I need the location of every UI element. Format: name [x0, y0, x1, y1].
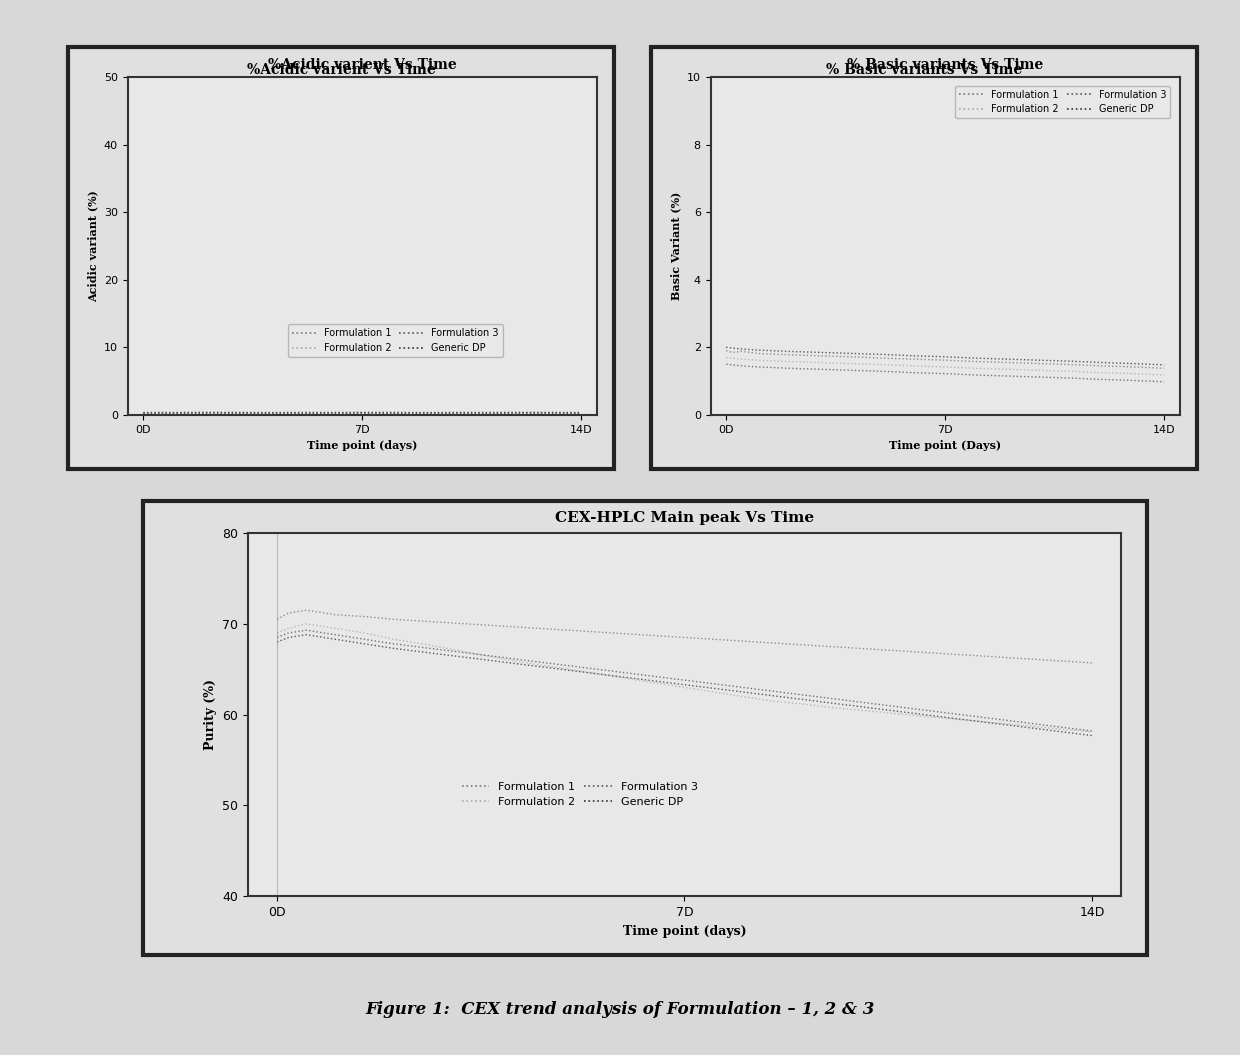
Y-axis label: Basic Variant (%): Basic Variant (%) — [671, 192, 681, 301]
Legend: Formulation 1, Formulation 2, Formulation 3, Generic DP: Formulation 1, Formulation 2, Formulatio… — [955, 85, 1171, 118]
Title: %Acidic varient Vs Time: %Acidic varient Vs Time — [268, 58, 456, 72]
X-axis label: Time point (days): Time point (days) — [622, 924, 746, 938]
Text: Figure 1:  CEX trend analysis of Formulation – 1, 2 & 3: Figure 1: CEX trend analysis of Formulat… — [366, 1001, 874, 1018]
Legend: Formulation 1, Formulation 2, Formulation 3, Generic DP: Formulation 1, Formulation 2, Formulatio… — [288, 324, 502, 357]
Y-axis label: Acidic variant (%): Acidic variant (%) — [87, 190, 98, 302]
X-axis label: Time point (days): Time point (days) — [308, 440, 418, 452]
Text: %Acidic varient Vs Time: %Acidic varient Vs Time — [247, 63, 435, 77]
Legend: Formulation 1, Formulation 2, Formulation 3, Generic DP: Formulation 1, Formulation 2, Formulatio… — [458, 778, 702, 811]
Title: CEX-HPLC Main peak Vs Time: CEX-HPLC Main peak Vs Time — [556, 511, 813, 525]
X-axis label: Time point (Days): Time point (Days) — [889, 440, 1001, 452]
Title: % Basic variants Vs Time: % Basic variants Vs Time — [847, 58, 1043, 72]
Text: % Basic variants Vs Time: % Basic variants Vs Time — [826, 63, 1022, 77]
Y-axis label: Purity (%): Purity (%) — [203, 679, 217, 750]
